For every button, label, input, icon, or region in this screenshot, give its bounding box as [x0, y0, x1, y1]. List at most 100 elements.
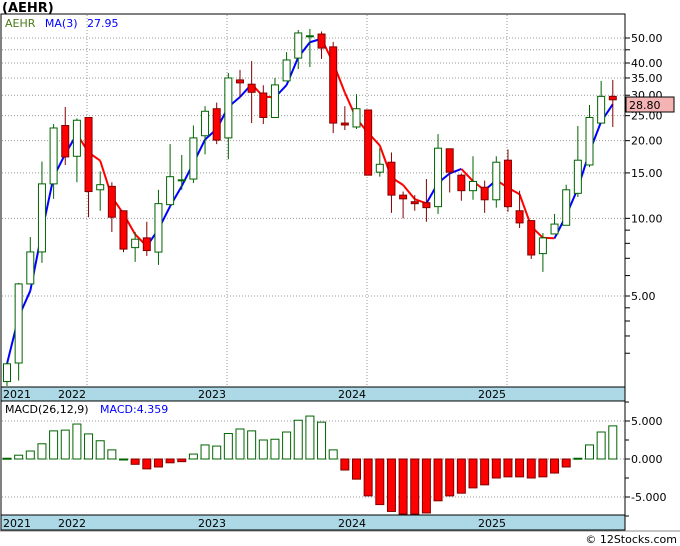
macd-bar	[328, 449, 338, 460]
svg-text:MACD(26,12,9) MACD:4.359: MACD(26,12,9) MACD:4.359	[5, 403, 168, 416]
candle-body	[469, 180, 477, 192]
candle-body	[14, 283, 23, 364]
macd-bar	[235, 428, 245, 460]
candle	[317, 31, 326, 59]
macd-bar	[305, 415, 315, 460]
macd-bar	[538, 458, 548, 478]
candle-body	[352, 108, 361, 128]
candle	[201, 106, 210, 155]
macd-bar	[526, 458, 536, 479]
candle-body	[597, 95, 606, 124]
price-pane	[0, 13, 626, 388]
candle	[107, 182, 116, 233]
candle-body	[480, 186, 489, 201]
candle	[422, 179, 431, 222]
legend-symbol: AEHR	[5, 17, 36, 30]
price-tick-label: 35.00	[631, 72, 663, 85]
macd-bar	[293, 419, 303, 460]
macd-bar	[585, 444, 594, 460]
year-label: 2021	[3, 388, 31, 401]
candle-body	[201, 110, 210, 137]
macd-bar	[270, 438, 280, 460]
candles	[3, 28, 617, 386]
candle	[387, 152, 396, 213]
candle	[282, 52, 291, 82]
candle-body	[131, 238, 140, 249]
candle	[212, 102, 221, 145]
ma3-segment	[449, 168, 462, 175]
candle	[434, 134, 443, 214]
macd-bar	[573, 457, 583, 460]
candle	[259, 85, 268, 125]
candle-body	[96, 184, 105, 191]
macd-tick-label: 5.000	[631, 415, 663, 428]
last-price-label: 28.80	[629, 99, 661, 112]
candle	[14, 282, 23, 381]
candle-body	[259, 92, 268, 118]
macd-bar	[95, 440, 105, 460]
candle-body	[550, 223, 559, 235]
year-label: 2025	[478, 388, 506, 401]
candle	[492, 156, 501, 208]
macd-bar	[503, 458, 513, 478]
macd-bar	[200, 444, 210, 460]
candle	[573, 125, 582, 197]
candle-body	[3, 363, 11, 383]
candle-body	[26, 251, 35, 285]
candle-body	[375, 163, 384, 173]
year-label: 2022	[58, 388, 86, 401]
macd-bar	[165, 458, 175, 464]
copyright-footer: © 12Stocks.com	[585, 533, 677, 546]
macd-bar	[410, 458, 420, 515]
macd-bar	[433, 458, 443, 502]
candle	[177, 154, 186, 190]
candle-body	[49, 127, 58, 185]
macd-bar	[84, 433, 94, 460]
price-tick-label: 50.00	[631, 32, 663, 45]
macd-bar	[188, 453, 198, 460]
macd-bar	[515, 458, 525, 478]
svg-text:AEHR MA(3) 27.95: AEHR MA(3) 27.95	[5, 17, 119, 30]
macd-bar	[223, 433, 233, 460]
candle-body	[166, 176, 175, 206]
macd-bar	[480, 458, 490, 486]
candle-body	[410, 201, 419, 205]
candle	[236, 69, 244, 98]
candle-body	[562, 189, 571, 226]
macd-bar	[49, 430, 59, 460]
candle-body	[585, 116, 594, 166]
candle	[37, 161, 46, 263]
candle-body	[387, 161, 396, 196]
candle-body	[445, 148, 454, 173]
price-axis-labels: 50.0040.0035.0030.0025.0020.0015.0010.00…	[625, 32, 663, 354]
candle	[469, 156, 477, 200]
candle	[562, 184, 571, 226]
macd-bar	[212, 445, 222, 460]
macd-bar	[72, 423, 82, 460]
candle	[538, 233, 547, 272]
price-tick-label: 5.00	[631, 290, 656, 303]
ma3-segment	[402, 184, 416, 200]
x-axis-labels-top: 2021 2022 2023 2024 2025	[3, 388, 506, 401]
macd-bar	[247, 430, 257, 460]
candle-body	[154, 203, 163, 253]
candle	[305, 28, 314, 67]
year-label: 2023	[198, 388, 226, 401]
candle-body	[119, 210, 128, 250]
macd-value: MACD:4.359	[100, 403, 168, 416]
candle-body	[492, 161, 501, 201]
candle	[131, 232, 140, 262]
legend-ma-label: MA(3)	[45, 17, 78, 30]
candle-body	[515, 210, 524, 224]
macd-bar	[608, 425, 618, 460]
candle	[364, 109, 373, 176]
price-tick-label: 15.00	[631, 167, 663, 180]
candle	[340, 106, 349, 130]
macd-bar	[561, 458, 571, 468]
candle	[154, 189, 163, 265]
candle	[399, 191, 408, 219]
candle-body	[317, 33, 326, 49]
candle-body	[329, 46, 338, 124]
price-tick-label: 40.00	[631, 57, 663, 70]
macd-tick-label: 0.000	[631, 453, 663, 466]
